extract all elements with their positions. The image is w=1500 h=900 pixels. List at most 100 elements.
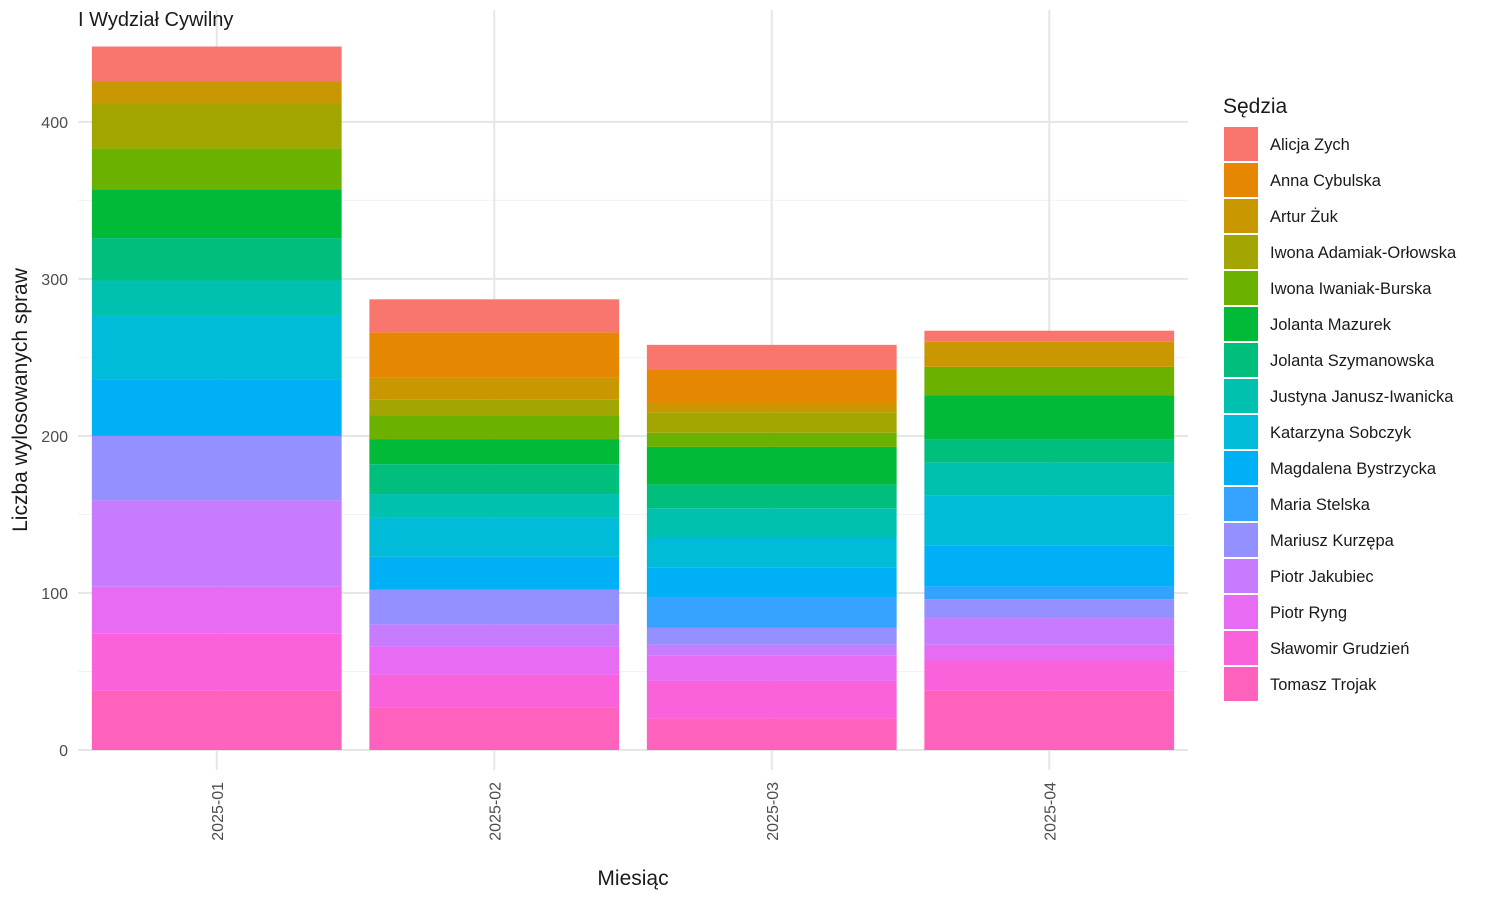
legend-label: Anna Cybulska bbox=[1270, 172, 1382, 190]
x-tick-label: 2025-01 bbox=[210, 782, 227, 841]
legend-swatch bbox=[1224, 379, 1258, 413]
legend-items: Alicja Zych Anna Cybulska Artur Żuk Iwona A… bbox=[1224, 127, 1457, 701]
bar-segment: Jolanta Szymanowska (2025-04): 15 bbox=[924, 439, 1175, 463]
bar-segment: Iwona Iwaniak-Burska (2025-03): 9 bbox=[646, 432, 897, 447]
bar-segment: Anna Cybulska (2025-03): 21 bbox=[646, 369, 897, 403]
legend-swatch bbox=[1224, 343, 1258, 377]
bar-segment: Piotr Jakubiec (2025-02): 14 bbox=[369, 624, 620, 647]
bar-segment: Katarzyna Sobczyk (2025-01): 41 bbox=[91, 315, 342, 380]
bar-segment: Piotr Ryng (2025-04): 10 bbox=[924, 644, 1175, 661]
bar-segment: Artur Żuk (2025-04): 16 bbox=[924, 341, 1175, 367]
bar-segment: Justyna Janusz-Iwanicka (2025-03): 19 bbox=[646, 508, 897, 539]
bar-segment: Tomasz Trojak (2025-04): 38 bbox=[924, 690, 1175, 750]
legend-label: Piotr Ryng bbox=[1270, 604, 1347, 622]
bar-segment: Maria Stelska (2025-03): 19 bbox=[646, 597, 897, 628]
bar-segment: Sławomir Grudzień (2025-03): 24 bbox=[646, 680, 897, 719]
legend-label: Iwona Adamiak-Orłowska bbox=[1270, 244, 1457, 262]
x-tick-label: 2025-02 bbox=[487, 782, 504, 841]
bar-segment: Piotr Ryng (2025-03): 16 bbox=[646, 655, 897, 681]
y-tick-label: 0 bbox=[59, 743, 68, 760]
legend-swatch bbox=[1224, 523, 1258, 557]
bars: Tomasz Trojak (2025-01): 38Sławomir Grud… bbox=[91, 46, 1175, 750]
bar-segment: Jolanta Szymanowska (2025-02): 19 bbox=[369, 464, 620, 495]
bar-segment: Mariusz Kurzępa (2025-04): 12 bbox=[924, 599, 1175, 619]
bar-segment: Mariusz Kurzępa (2025-03): 11 bbox=[646, 627, 897, 645]
x-tick-label: 2025-03 bbox=[765, 782, 782, 841]
legend-label: Maria Stelska bbox=[1270, 496, 1371, 514]
legend-label: Tomasz Trojak bbox=[1270, 676, 1377, 694]
bar-segment: Sławomir Grudzień (2025-01): 36 bbox=[91, 633, 342, 691]
bar-segment: Mariusz Kurzępa (2025-02): 22 bbox=[369, 589, 620, 625]
legend-swatch bbox=[1224, 559, 1258, 593]
legend-swatch bbox=[1224, 595, 1258, 629]
bar-segment: Justyna Janusz-Iwanicka (2025-01): 22 bbox=[91, 280, 342, 316]
legend-swatch bbox=[1224, 631, 1258, 665]
bar-segment: Alicja Zych (2025-04): 7 bbox=[924, 330, 1175, 342]
chart-title: I Wydział Cywilny bbox=[78, 9, 233, 31]
bar-segment: Jolanta Mazurek (2025-03): 24 bbox=[646, 446, 897, 485]
bar-segment: Alicja Zych (2025-03): 16 bbox=[646, 344, 897, 370]
y-tick-label: 400 bbox=[41, 115, 68, 132]
bar-segment: Iwona Adamiak-Orłowska (2025-01): 29 bbox=[91, 103, 342, 149]
bar-segment: Sławomir Grudzień (2025-02): 21 bbox=[369, 674, 620, 708]
bar-segment: Magdalena Bystrzycka (2025-04): 26 bbox=[924, 545, 1175, 587]
bar-segment: Magdalena Bystrzycka (2025-03): 19 bbox=[646, 567, 897, 598]
bar-segment: Anna Cybulska (2025-02): 29 bbox=[369, 332, 620, 378]
legend-label: Jolanta Szymanowska bbox=[1270, 352, 1435, 370]
bar-segment: Maria Stelska (2025-04): 8 bbox=[924, 586, 1175, 600]
bar-segment: Piotr Ryng (2025-02): 18 bbox=[369, 646, 620, 675]
bar-segment: Iwona Iwaniak-Burska (2025-01): 26 bbox=[91, 148, 342, 190]
legend-label: Piotr Jakubiec bbox=[1270, 568, 1374, 586]
bar-segment: Alicja Zych (2025-02): 21 bbox=[369, 299, 620, 333]
bar-segment: Katarzyna Sobczyk (2025-03): 19 bbox=[646, 538, 897, 568]
legend-label: Magdalena Bystrzycka bbox=[1270, 460, 1437, 478]
bar-segment: Katarzyna Sobczyk (2025-02): 25 bbox=[369, 517, 620, 557]
x-axis-ticks: 2025-01 2025-02 2025-03 2025-04 bbox=[210, 782, 1060, 841]
bar-segment: Jolanta Mazurek (2025-02): 16 bbox=[369, 439, 620, 465]
legend-swatch bbox=[1224, 451, 1258, 485]
bar-segment: Katarzyna Sobczyk (2025-04): 32 bbox=[924, 495, 1175, 546]
legend-swatch bbox=[1224, 307, 1258, 341]
legend: Sędzia Alicja Zych Anna Cybulska Artur Żuk… bbox=[1223, 95, 1457, 701]
legend-swatch bbox=[1224, 199, 1258, 233]
bar-segment: Magdalena Bystrzycka (2025-02): 21 bbox=[369, 556, 620, 590]
y-axis-title: Liczba wylosowanych spraw bbox=[9, 267, 32, 532]
legend-swatch bbox=[1224, 235, 1258, 269]
legend-label: Artur Żuk bbox=[1270, 207, 1339, 226]
bar-segment: Jolanta Szymanowska (2025-01): 27 bbox=[91, 238, 342, 281]
y-tick-label: 100 bbox=[41, 586, 68, 603]
bar-segment: Jolanta Mazurek (2025-04): 28 bbox=[924, 395, 1175, 440]
bar-segment: Piotr Ryng (2025-01): 30 bbox=[91, 586, 342, 634]
legend-swatch bbox=[1224, 415, 1258, 449]
bar-segment: Jolanta Mazurek (2025-01): 31 bbox=[91, 189, 342, 239]
bar-segment: Justyna Janusz-Iwanicka (2025-04): 21 bbox=[924, 462, 1175, 496]
legend-swatch bbox=[1224, 487, 1258, 521]
bar-segment: Artur Żuk (2025-01): 14 bbox=[91, 81, 342, 104]
legend-label: Justyna Janusz-Iwanicka bbox=[1270, 388, 1454, 406]
bar-segment: Jolanta Szymanowska (2025-03): 15 bbox=[646, 484, 897, 509]
bar-segment: Iwona Iwaniak-Burska (2025-02): 15 bbox=[369, 415, 620, 440]
bar-segment: Piotr Jakubiec (2025-01): 55 bbox=[91, 500, 342, 587]
y-axis-ticks: 0 100 200 300 400 bbox=[41, 115, 68, 760]
bar-segment: Alicja Zych (2025-01): 22 bbox=[91, 46, 342, 82]
legend-label: Jolanta Mazurek bbox=[1270, 316, 1392, 334]
bar-segment: Magdalena Bystrzycka (2025-01): 36 bbox=[91, 379, 342, 436]
legend-swatch bbox=[1224, 127, 1258, 161]
bar-segment: Mariusz Kurzępa (2025-01): 41 bbox=[91, 435, 342, 501]
legend-label: Alicja Zych bbox=[1270, 136, 1350, 154]
x-tick-label: 2025-04 bbox=[1042, 782, 1059, 841]
legend-label: Iwona Iwaniak-Burska bbox=[1270, 280, 1432, 298]
bar-segment: Tomasz Trojak (2025-02): 27 bbox=[369, 707, 620, 750]
legend-title: Sędzia bbox=[1223, 95, 1288, 118]
y-tick-label: 200 bbox=[41, 429, 68, 446]
bar-segment: Piotr Jakubiec (2025-04): 17 bbox=[924, 618, 1175, 645]
bar-segment: Piotr Jakubiec (2025-03): 7 bbox=[646, 644, 897, 656]
bar-segment: Artur Żuk (2025-03): 6 bbox=[646, 402, 897, 413]
legend-swatch bbox=[1224, 271, 1258, 305]
bar-segment: Artur Żuk (2025-02): 14 bbox=[369, 377, 620, 400]
legend-label: Mariusz Kurzępa bbox=[1270, 532, 1395, 550]
legend-swatch bbox=[1224, 667, 1258, 701]
bar-segment: Iwona Iwaniak-Burska (2025-04): 18 bbox=[924, 366, 1175, 396]
bar-segment: Iwona Adamiak-Orłowska (2025-02): 10 bbox=[369, 399, 620, 416]
